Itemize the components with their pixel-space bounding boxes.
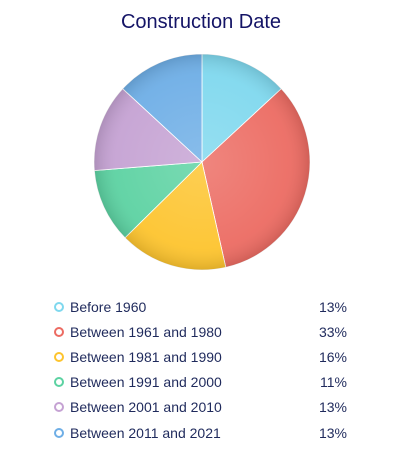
legend-percentage: 16% bbox=[318, 348, 347, 365]
legend-label: Before 1960 bbox=[70, 298, 147, 315]
legend-label: Between 2011 and 2021 bbox=[70, 424, 221, 441]
legend-item[interactable]: Before 1960 13% bbox=[54, 294, 347, 319]
legend-percentage: 13% bbox=[318, 399, 347, 416]
legend-marker-icon bbox=[54, 326, 64, 337]
chart-title: Construction Date bbox=[120, 11, 282, 33]
legend-percentage: 11% bbox=[320, 374, 347, 391]
legend-item[interactable]: Between 1961 and 1980 33% bbox=[54, 319, 347, 344]
legend-marker-icon bbox=[54, 402, 64, 413]
legend-label: Between 1981 and 1990 bbox=[70, 348, 222, 365]
legend-percentage: 33% bbox=[318, 323, 347, 340]
legend-item[interactable]: Between 2011 and 2021 13% bbox=[54, 420, 347, 445]
chart-legend: Before 1960 13% Between 1961 and 1980 33% Be… bbox=[54, 294, 347, 445]
legend-percentage: 13% bbox=[318, 424, 347, 441]
pie-svg bbox=[93, 53, 311, 271]
legend-item[interactable]: Between 2001 and 2010 13% bbox=[54, 395, 347, 420]
legend-label: Between 1961 and 1980 bbox=[70, 323, 222, 340]
legend-marker-icon bbox=[54, 377, 64, 388]
legend-label: Between 1991 and 2000 bbox=[70, 374, 222, 391]
legend-marker-icon bbox=[54, 427, 64, 438]
legend-percentage: 13% bbox=[318, 298, 347, 315]
pie-chart bbox=[92, 52, 312, 272]
legend-item[interactable]: Between 1991 and 2000 11% bbox=[54, 370, 347, 395]
legend-label: Between 2001 and 2010 bbox=[70, 399, 222, 416]
legend-item[interactable]: Between 1981 and 1990 16% bbox=[54, 344, 347, 369]
legend-marker-icon bbox=[54, 351, 64, 362]
legend-marker-icon bbox=[54, 301, 64, 312]
